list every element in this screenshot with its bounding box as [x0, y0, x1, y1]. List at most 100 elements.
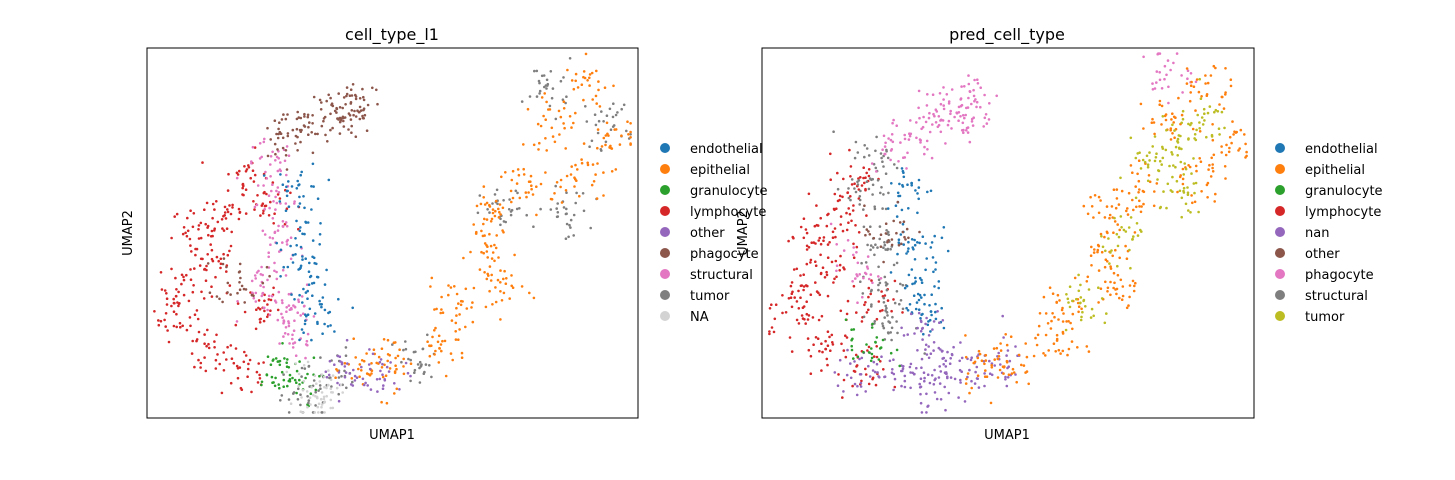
- cell-point-epithelial: [553, 140, 557, 144]
- cell-point-structural: [282, 335, 285, 338]
- legend-label-NA: NA: [690, 310, 709, 325]
- cell-point-lymphocyte: [825, 270, 828, 274]
- cell-point-endothelial: [316, 197, 320, 200]
- cell-point-tumor: [340, 375, 343, 378]
- cell-point-epithelial: [1205, 93, 1209, 96]
- cell-point-lymphocyte: [199, 257, 203, 261]
- cell-point-lymphocyte: [256, 381, 260, 384]
- cell-point-phagocyte: [973, 78, 976, 82]
- cell-point-phagocyte: [303, 115, 306, 118]
- cell-point-tumor: [478, 194, 482, 197]
- cell-point-phagocyte: [1151, 88, 1155, 91]
- cell-point-structural: [891, 315, 894, 319]
- cell-point-phagocyte: [970, 120, 974, 123]
- cell-point-lymphocyte: [864, 301, 867, 304]
- cell-point-granulocyte: [850, 344, 853, 348]
- cell-point-lymphocyte: [862, 176, 865, 180]
- cell-point-epithelial: [451, 358, 455, 362]
- cell-point-other: [393, 382, 396, 385]
- cell-point-phagocyte: [1181, 91, 1184, 94]
- cell-point-phagocyte: [363, 113, 367, 117]
- cell-point-other: [345, 338, 349, 342]
- cell-point-structural: [858, 195, 862, 198]
- cell-point-tumor: [391, 343, 394, 346]
- cell-point-structural: [260, 294, 264, 298]
- cell-point-NA: [339, 383, 343, 387]
- cell-point-tumor: [568, 57, 572, 60]
- cell-point-phagocyte: [273, 119, 277, 122]
- cell-point-tumor: [1217, 127, 1221, 130]
- cell-point-NA: [316, 405, 320, 409]
- cell-point-epithelial: [1112, 271, 1116, 275]
- cell-point-phagocyte: [966, 126, 970, 129]
- cell-point-nan: [924, 343, 928, 347]
- cell-point-epithelial: [1117, 203, 1121, 206]
- cell-point-tumor: [567, 235, 570, 239]
- cell-point-nan: [919, 392, 922, 396]
- cell-point-endothelial: [275, 241, 279, 245]
- cell-point-nan: [953, 377, 957, 381]
- cell-point-structural: [895, 320, 898, 323]
- cell-point-lymphocyte: [812, 343, 815, 347]
- cell-point-nan: [970, 356, 973, 360]
- cell-point-epithelial: [576, 86, 580, 89]
- cell-point-lymphocyte: [185, 328, 189, 332]
- cell-point-other: [333, 363, 336, 367]
- cell-point-epithelial: [1010, 372, 1014, 375]
- cell-point-lymphocyte: [226, 345, 229, 349]
- cell-point-tumor: [1205, 135, 1208, 139]
- cell-point-lymphocyte: [226, 253, 230, 257]
- cell-point-structural: [882, 301, 886, 304]
- cell-point-phagocyte: [308, 121, 311, 124]
- cell-point-phagocyte: [291, 128, 295, 132]
- cell-point-tumor: [609, 128, 613, 131]
- cell-point-nan: [936, 310, 939, 313]
- cell-point-nan: [925, 316, 928, 320]
- cell-point-phagocyte: [957, 111, 961, 114]
- cell-point-lymphocyte: [774, 303, 778, 307]
- cell-point-NA: [317, 402, 321, 406]
- cell-point-epithelial: [1085, 280, 1089, 283]
- cell-point-tumor: [1170, 151, 1173, 154]
- cell-point-granulocyte: [870, 352, 874, 356]
- cell-point-structural: [275, 201, 279, 205]
- cell-point-tumor: [611, 115, 615, 119]
- cell-point-lymphocyte: [874, 383, 878, 387]
- cell-point-lymphocyte: [204, 369, 208, 373]
- cell-point-epithelial: [462, 256, 465, 260]
- cell-point-phagocyte: [311, 122, 314, 125]
- cell-point-epithelial: [553, 192, 556, 195]
- cell-point-epithelial: [441, 339, 444, 343]
- cell-point-epithelial: [395, 367, 398, 371]
- cell-point-lymphocyte: [829, 152, 832, 156]
- cell-point-nan: [942, 363, 945, 366]
- cell-point-tumor: [307, 364, 311, 368]
- cell-point-phagocyte: [890, 133, 894, 136]
- cell-point-epithelial: [1134, 185, 1137, 188]
- cell-point-phagocyte: [351, 83, 355, 86]
- cell-point-structural: [281, 220, 285, 223]
- cell-point-phagocyte: [961, 121, 965, 125]
- cell-point-epithelial: [1106, 290, 1109, 293]
- cell-point-nan: [924, 348, 927, 351]
- cell-point-phagocyte: [905, 167, 908, 170]
- cell-point-tumor: [1148, 151, 1151, 154]
- cell-point-lymphocyte: [865, 171, 868, 175]
- cell-point-phagocyte: [320, 124, 324, 128]
- cell-point-epithelial: [605, 121, 609, 125]
- cell-point-epithelial: [1125, 209, 1128, 213]
- cell-point-lymphocyte: [172, 297, 175, 301]
- cell-point-lymphocyte: [254, 327, 258, 331]
- panel-2-title: pred_cell_type: [949, 25, 1065, 45]
- cell-point-epithelial: [999, 342, 1002, 345]
- cell-point-structural: [889, 247, 892, 251]
- cell-point-lymphocyte: [205, 201, 209, 205]
- cell-point-endothelial: [905, 252, 908, 255]
- cell-point-other: [353, 379, 357, 382]
- cell-point-nan: [1006, 376, 1010, 379]
- cell-point-lymphocyte: [215, 255, 219, 259]
- cell-point-epithelial: [580, 158, 583, 161]
- cell-point-tumor: [404, 340, 407, 343]
- cell-point-NA: [318, 380, 322, 383]
- cell-point-epithelial: [1118, 256, 1121, 260]
